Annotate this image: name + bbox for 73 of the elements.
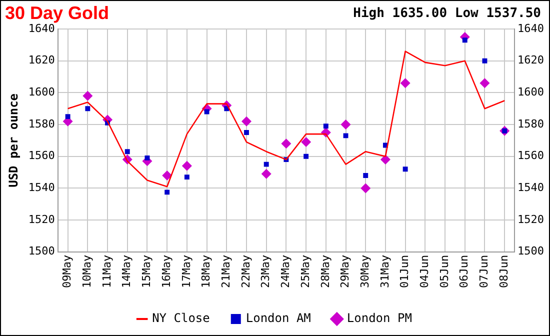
x-tick-label: 18May	[200, 254, 213, 288]
x-tick-label: 17May	[180, 254, 193, 288]
point	[363, 172, 368, 178]
x-tick-label: 16May	[160, 254, 173, 288]
legend-label: NY Close	[152, 311, 210, 326]
x-tick-label: 07Jun	[478, 254, 491, 288]
x-tick-label: 14May	[120, 254, 134, 288]
point	[400, 78, 410, 88]
y2-tick-label: 1500	[518, 244, 544, 258]
point	[380, 154, 390, 165]
y2-tick-label: 1620	[518, 54, 544, 67]
x-tick-label: 29May	[338, 254, 352, 288]
chart-subtitle: High 1635.00 Low 1537.50	[353, 6, 541, 21]
point	[482, 58, 488, 64]
x-tick-label: 01Jun	[398, 254, 412, 288]
y2-tick-label: 1520	[518, 212, 544, 226]
point	[82, 90, 93, 101]
point	[182, 160, 192, 171]
x-tick-label: 10May	[80, 254, 94, 288]
y2-tick-label: 1580	[518, 117, 544, 130]
y-tick-label: 1620	[28, 54, 55, 67]
point	[204, 109, 210, 114]
point	[124, 149, 130, 154]
x-tick-label: 23May	[259, 254, 272, 288]
point	[281, 138, 292, 149]
point	[164, 190, 170, 195]
x-tick-label: 21May	[220, 254, 232, 288]
point	[301, 137, 312, 148]
y-tick-label: 1520	[28, 212, 55, 226]
y2-tick-label: 1600	[518, 86, 544, 99]
y-tick-label: 1640	[28, 22, 55, 35]
point	[264, 162, 269, 167]
point	[360, 183, 371, 194]
point	[184, 174, 190, 180]
point	[462, 38, 468, 43]
point	[261, 168, 272, 179]
point	[162, 170, 172, 180]
y-tick-label: 1600	[28, 86, 55, 99]
x-tick-label: 24May	[279, 254, 292, 288]
y-tick-label: 1560	[28, 149, 55, 162]
x-tick-label: 11May	[100, 254, 114, 288]
x-tick-label: 09May	[60, 254, 74, 288]
x-tick-label: 30May	[358, 254, 372, 288]
point	[85, 106, 90, 112]
chart-title: 30 Day Gold	[5, 3, 110, 24]
point	[480, 78, 490, 88]
x-tick-label: 22May	[239, 254, 252, 288]
y2-tick-label: 1560	[518, 149, 544, 162]
point	[144, 155, 150, 160]
point	[244, 130, 249, 135]
y-tick-label: 1580	[28, 117, 55, 130]
point	[65, 114, 70, 120]
legend-label: London AM	[246, 311, 311, 326]
x-tick-label: 25May	[298, 254, 312, 288]
x-tick-label: 06Jun	[458, 254, 471, 288]
x-tick-label: 04Jun	[418, 254, 432, 288]
x-tick-label: 05Jun	[438, 254, 451, 288]
point	[323, 124, 328, 129]
point	[402, 166, 408, 172]
point	[343, 133, 348, 138]
point	[241, 116, 252, 126]
x-tick-label: 28May	[318, 254, 332, 288]
point	[304, 154, 309, 159]
x-tick-label: 31May	[378, 254, 392, 288]
x-tick-label: 08Jun	[497, 254, 510, 288]
y2-tick-label: 1640	[518, 22, 544, 35]
point	[340, 120, 351, 130]
y2-tick-label: 1540	[518, 181, 544, 194]
y-axis-title: USD per ounce	[6, 93, 20, 188]
x-tick-label: 15May	[140, 254, 154, 288]
legend-label: London PM	[346, 311, 412, 326]
y-tick-label: 1500	[28, 244, 55, 258]
y-tick-label: 1540	[28, 181, 55, 194]
